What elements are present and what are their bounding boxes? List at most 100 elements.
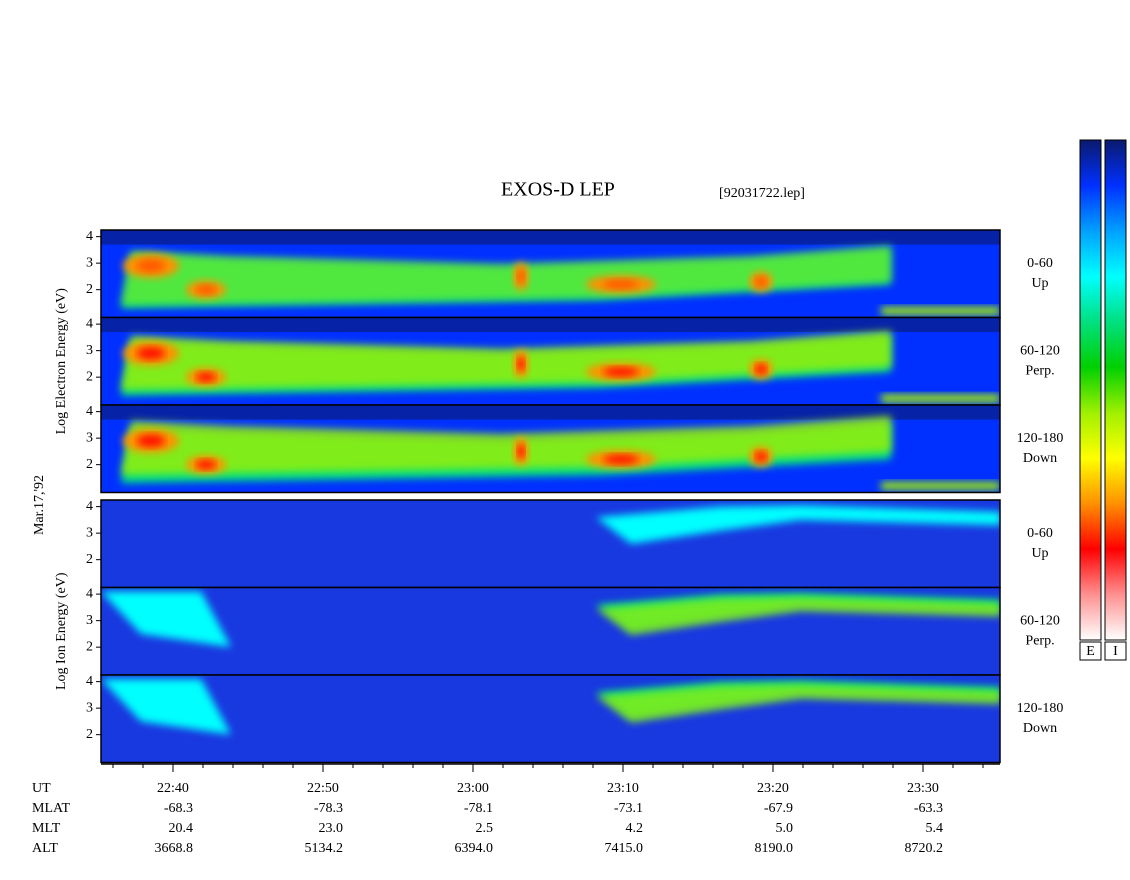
x-tick-label: 23:20 (757, 781, 789, 796)
spectrogram-texture (101, 405, 1000, 493)
y-tick-label: 4 (86, 586, 93, 601)
x-tick-label: 22:50 (307, 781, 339, 796)
colorbar-label: I (1113, 644, 1118, 659)
orbit-value: 4.2 (626, 821, 644, 836)
texture-blob (196, 285, 216, 295)
x-tick-label: 23:30 (907, 781, 939, 796)
texture-blob (196, 460, 216, 470)
spectrogram-texture (101, 500, 1000, 588)
texture-blob (603, 454, 639, 464)
texture-band (121, 245, 891, 305)
panel-direction: Down (1023, 451, 1057, 466)
colorbar (1079, 139, 1102, 641)
y-tick-label: 2 (86, 369, 93, 384)
texture-blob (755, 364, 767, 375)
texture-blob (137, 259, 165, 272)
y-tick-label: 3 (86, 343, 93, 358)
orbit-value: -78.1 (464, 801, 493, 816)
panel-angle: 60-120 (1020, 343, 1060, 358)
texture-floor (881, 306, 1000, 315)
orbit-row-name: MLT (32, 821, 61, 836)
x-tick-label: 22:40 (157, 781, 189, 796)
orbit-value: 6394.0 (455, 841, 494, 856)
texture-blob (603, 279, 639, 289)
panel-direction: Perp. (1025, 363, 1054, 378)
texture-blob (517, 356, 525, 371)
y-tick-label: 3 (86, 613, 93, 628)
y-tick-label: 2 (86, 727, 93, 742)
texture-floor (881, 481, 1000, 490)
panel-direction: Up (1031, 546, 1048, 561)
orbit-value: -67.9 (764, 801, 793, 816)
y-tick-label: 2 (86, 457, 93, 472)
orbit-value: -68.3 (164, 801, 193, 816)
texture-floor (881, 394, 1000, 403)
panel-frame (100, 404, 1001, 494)
spectrogram-texture (101, 230, 1000, 318)
panel-angle: 0-60 (1027, 526, 1053, 541)
y-tick-label: 4 (86, 499, 93, 514)
orbit-value: -78.3 (314, 801, 343, 816)
texture-band (121, 415, 891, 475)
y-tick-label: 2 (86, 282, 93, 297)
texture-blob (603, 367, 639, 377)
y-tick-label: 3 (86, 430, 93, 445)
y-tick-label: 2 (86, 552, 93, 567)
texture-top (101, 230, 1000, 245)
y-axis-label: Log Electron Energy (eV) (54, 288, 69, 435)
orbit-value: 23.0 (319, 821, 344, 836)
orbit-row-name: MLAT (32, 801, 71, 816)
orbit-value: -73.1 (614, 801, 643, 816)
texture-blob (755, 451, 767, 462)
texture-top (101, 317, 1000, 333)
orbit-value: -63.3 (914, 801, 943, 816)
orbit-value: 5134.2 (305, 841, 344, 856)
panel-direction: Perp. (1025, 633, 1054, 648)
y-tick-label: 4 (86, 229, 93, 244)
orbit-value: 7415.0 (605, 841, 644, 856)
colorbar-label-box (1079, 641, 1102, 661)
texture-top (101, 405, 1000, 420)
y-tick-label: 3 (86, 255, 93, 270)
texture-blob (196, 372, 216, 382)
orbit-value: 8720.2 (905, 841, 944, 856)
orbit-value: 8190.0 (755, 841, 794, 856)
y-tick-label: 4 (86, 316, 93, 331)
panel-angle: 60-120 (1020, 613, 1060, 628)
y-tick-label: 3 (86, 700, 93, 715)
colorbar (1104, 139, 1127, 641)
orbit-value: 5.4 (926, 821, 944, 836)
y-tick-label: 4 (86, 674, 93, 689)
panel-direction: Up (1031, 276, 1048, 291)
spectrogram-texture (101, 587, 1000, 675)
panel-angle: 0-60 (1027, 256, 1053, 271)
chart-title: EXOS-D LEP (501, 179, 615, 201)
texture-blob (137, 347, 165, 360)
y-tick-label: 3 (86, 525, 93, 540)
colorbar-label: E (1086, 644, 1095, 659)
texture-blob (137, 434, 165, 447)
orbit-row-name: ALT (32, 841, 58, 856)
orbit-value: 5.0 (776, 821, 794, 836)
texture-left (101, 678, 231, 735)
texture-band (596, 596, 1000, 636)
orbit-value: 20.4 (169, 821, 194, 836)
spectrogram-texture (101, 675, 1000, 763)
texture-left (101, 591, 231, 648)
panel-direction: Down (1023, 721, 1057, 736)
panel-frame (100, 674, 1001, 764)
texture-band (596, 505, 1000, 544)
colorbar-label-box (1104, 641, 1127, 661)
file-label: [92031722.lep] (719, 186, 805, 201)
date-label: Mar.17,'92 (32, 475, 47, 535)
orbit-value: 2.5 (476, 821, 494, 836)
spectrogram-texture (101, 317, 1000, 405)
x-tick-label: 23:00 (457, 781, 489, 796)
orbit-value: 3668.8 (155, 841, 194, 856)
ut-label: UT (32, 781, 51, 796)
x-tick-label: 23:10 (607, 781, 639, 796)
panel-angle: 120-180 (1017, 431, 1064, 446)
texture-band (121, 330, 891, 390)
texture-blob (755, 276, 767, 287)
